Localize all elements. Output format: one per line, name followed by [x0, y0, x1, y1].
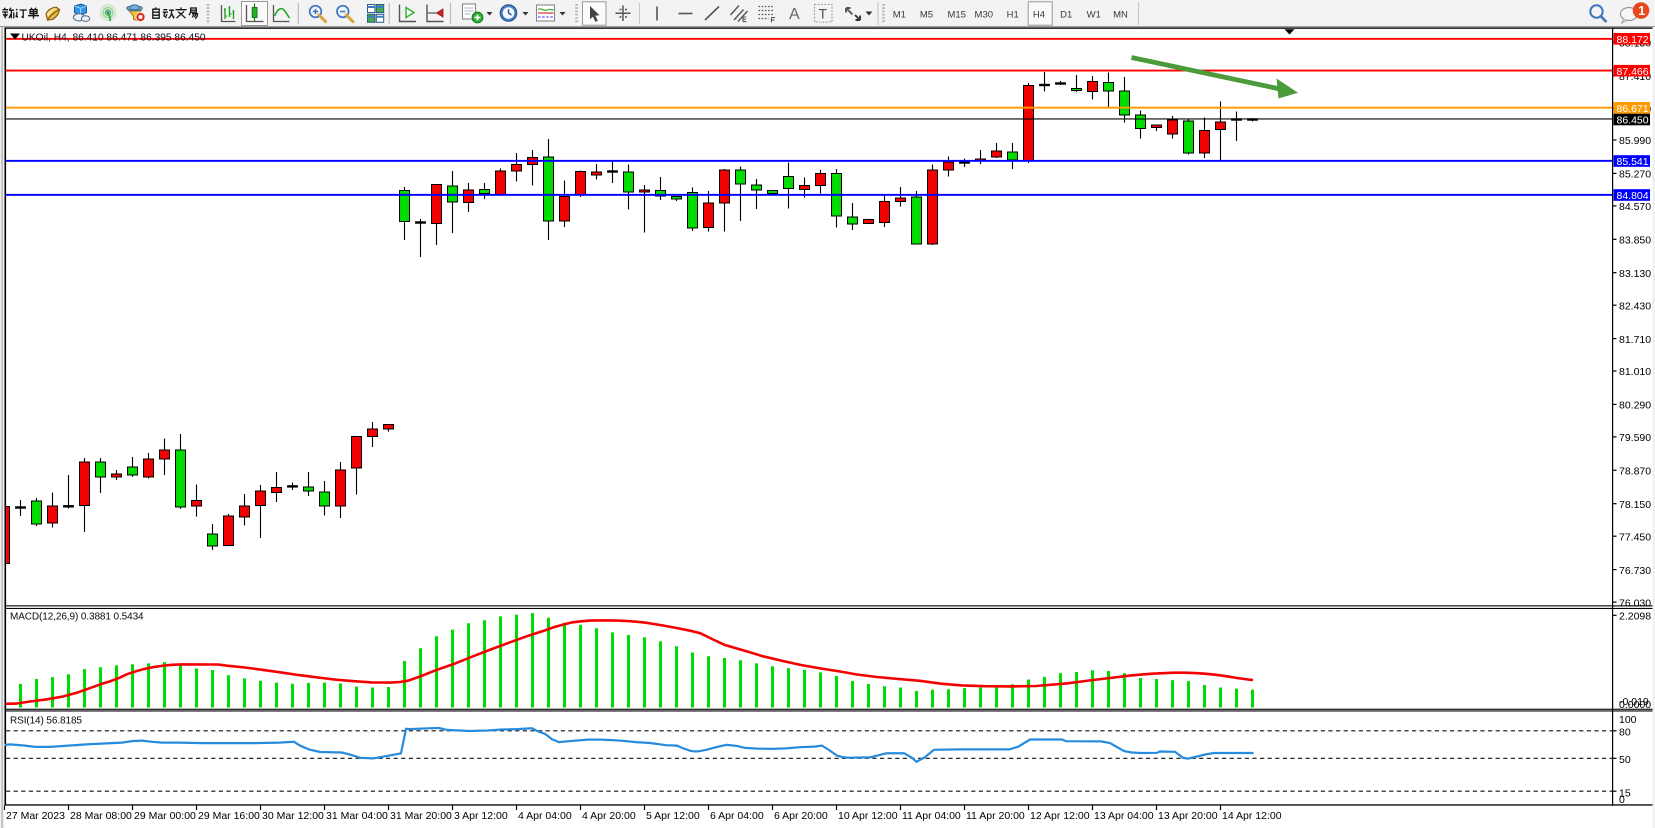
svg-text:MN: MN	[1113, 10, 1128, 21]
svg-text:78.870: 78.870	[1619, 466, 1651, 478]
svg-text:100: 100	[1619, 714, 1637, 726]
svg-text:M1: M1	[893, 10, 906, 21]
svg-text:29 Mar 16:00: 29 Mar 16:00	[198, 810, 260, 822]
svg-text:87.466: 87.466	[1617, 66, 1649, 78]
svg-text:31 Mar 20:00: 31 Mar 20:00	[390, 810, 452, 822]
svg-text:13 Apr 04:00: 13 Apr 04:00	[1094, 810, 1154, 822]
svg-text:11 Apr 20:00: 11 Apr 20:00	[966, 810, 1025, 822]
svg-text:0.0000: 0.0000	[1619, 699, 1651, 711]
svg-text:85.990: 85.990	[1619, 135, 1651, 147]
svg-text:0: 0	[1619, 794, 1625, 806]
svg-text:5 Apr 12:00: 5 Apr 12:00	[646, 810, 700, 822]
svg-text:30 Mar 12:00: 30 Mar 12:00	[262, 810, 324, 822]
svg-text:76.030: 76.030	[1619, 597, 1651, 609]
svg-text:4 Apr 04:00: 4 Apr 04:00	[518, 810, 572, 822]
svg-text:31 Mar 04:00: 31 Mar 04:00	[326, 810, 388, 822]
svg-text:86.450: 86.450	[1617, 115, 1649, 127]
svg-text:82.430: 82.430	[1619, 300, 1651, 312]
svg-text:6 Apr 04:00: 6 Apr 04:00	[710, 810, 764, 822]
svg-text:13 Apr 20:00: 13 Apr 20:00	[1158, 810, 1218, 822]
svg-text:86.671: 86.671	[1617, 103, 1649, 115]
svg-text:A: A	[789, 6, 800, 23]
svg-text:10 Apr 12:00: 10 Apr 12:00	[838, 810, 898, 822]
svg-text:1: 1	[1638, 4, 1645, 18]
svg-text:M15: M15	[947, 10, 965, 21]
svg-text:T: T	[819, 6, 828, 22]
svg-text:84.570: 84.570	[1619, 201, 1651, 213]
svg-text:RSI(14) 56.8185: RSI(14) 56.8185	[10, 716, 82, 727]
svg-text:UKOil, H4, 86.410 86.471 86.39: UKOil, H4, 86.410 86.471 86.395 86.450	[22, 32, 206, 43]
svg-text:50: 50	[1619, 754, 1631, 766]
svg-text:76.730: 76.730	[1619, 565, 1651, 577]
svg-text:D1: D1	[1060, 10, 1072, 21]
svg-text:H4: H4	[1033, 10, 1045, 21]
svg-text:6 Apr 20:00: 6 Apr 20:00	[774, 810, 828, 822]
svg-text:81.010: 81.010	[1619, 366, 1651, 378]
svg-text:81.710: 81.710	[1619, 334, 1651, 346]
svg-text:27 Mar 2023: 27 Mar 2023	[6, 810, 65, 822]
svg-text:85.270: 85.270	[1619, 169, 1651, 181]
svg-text:79.590: 79.590	[1619, 432, 1651, 444]
svg-text:4 Apr 20:00: 4 Apr 20:00	[582, 810, 636, 822]
svg-text:MACD(12,26,9) 0.3881 0.5434: MACD(12,26,9) 0.3881 0.5434	[10, 612, 144, 623]
svg-text:12 Apr 12:00: 12 Apr 12:00	[1030, 810, 1090, 822]
svg-text:77.450: 77.450	[1619, 531, 1651, 543]
svg-text:M30: M30	[975, 10, 993, 21]
svg-text:80: 80	[1619, 727, 1631, 739]
svg-text:80.290: 80.290	[1619, 400, 1651, 412]
svg-text:83.130: 83.130	[1619, 268, 1651, 280]
svg-text:29 Mar 00:00: 29 Mar 00:00	[134, 810, 196, 822]
svg-text:14 Apr 12:00: 14 Apr 12:00	[1222, 810, 1282, 822]
svg-text:11 Apr 04:00: 11 Apr 04:00	[902, 810, 961, 822]
svg-text:M5: M5	[920, 10, 933, 21]
svg-text:15: 15	[1619, 788, 1631, 800]
svg-text:78.150: 78.150	[1619, 499, 1651, 511]
svg-text:88.172: 88.172	[1617, 34, 1649, 46]
svg-text:83.850: 83.850	[1619, 235, 1651, 247]
svg-text:H1: H1	[1007, 10, 1019, 21]
svg-text:84.804: 84.804	[1617, 190, 1649, 202]
svg-text:85.541: 85.541	[1617, 156, 1649, 168]
svg-text:W1: W1	[1087, 10, 1101, 21]
svg-text:3 Apr 12:00: 3 Apr 12:00	[454, 810, 508, 822]
svg-text:2.2098: 2.2098	[1619, 610, 1651, 622]
svg-text:-0.019: -0.019	[1619, 696, 1649, 708]
svg-text:28 Mar 08:00: 28 Mar 08:00	[70, 810, 132, 822]
